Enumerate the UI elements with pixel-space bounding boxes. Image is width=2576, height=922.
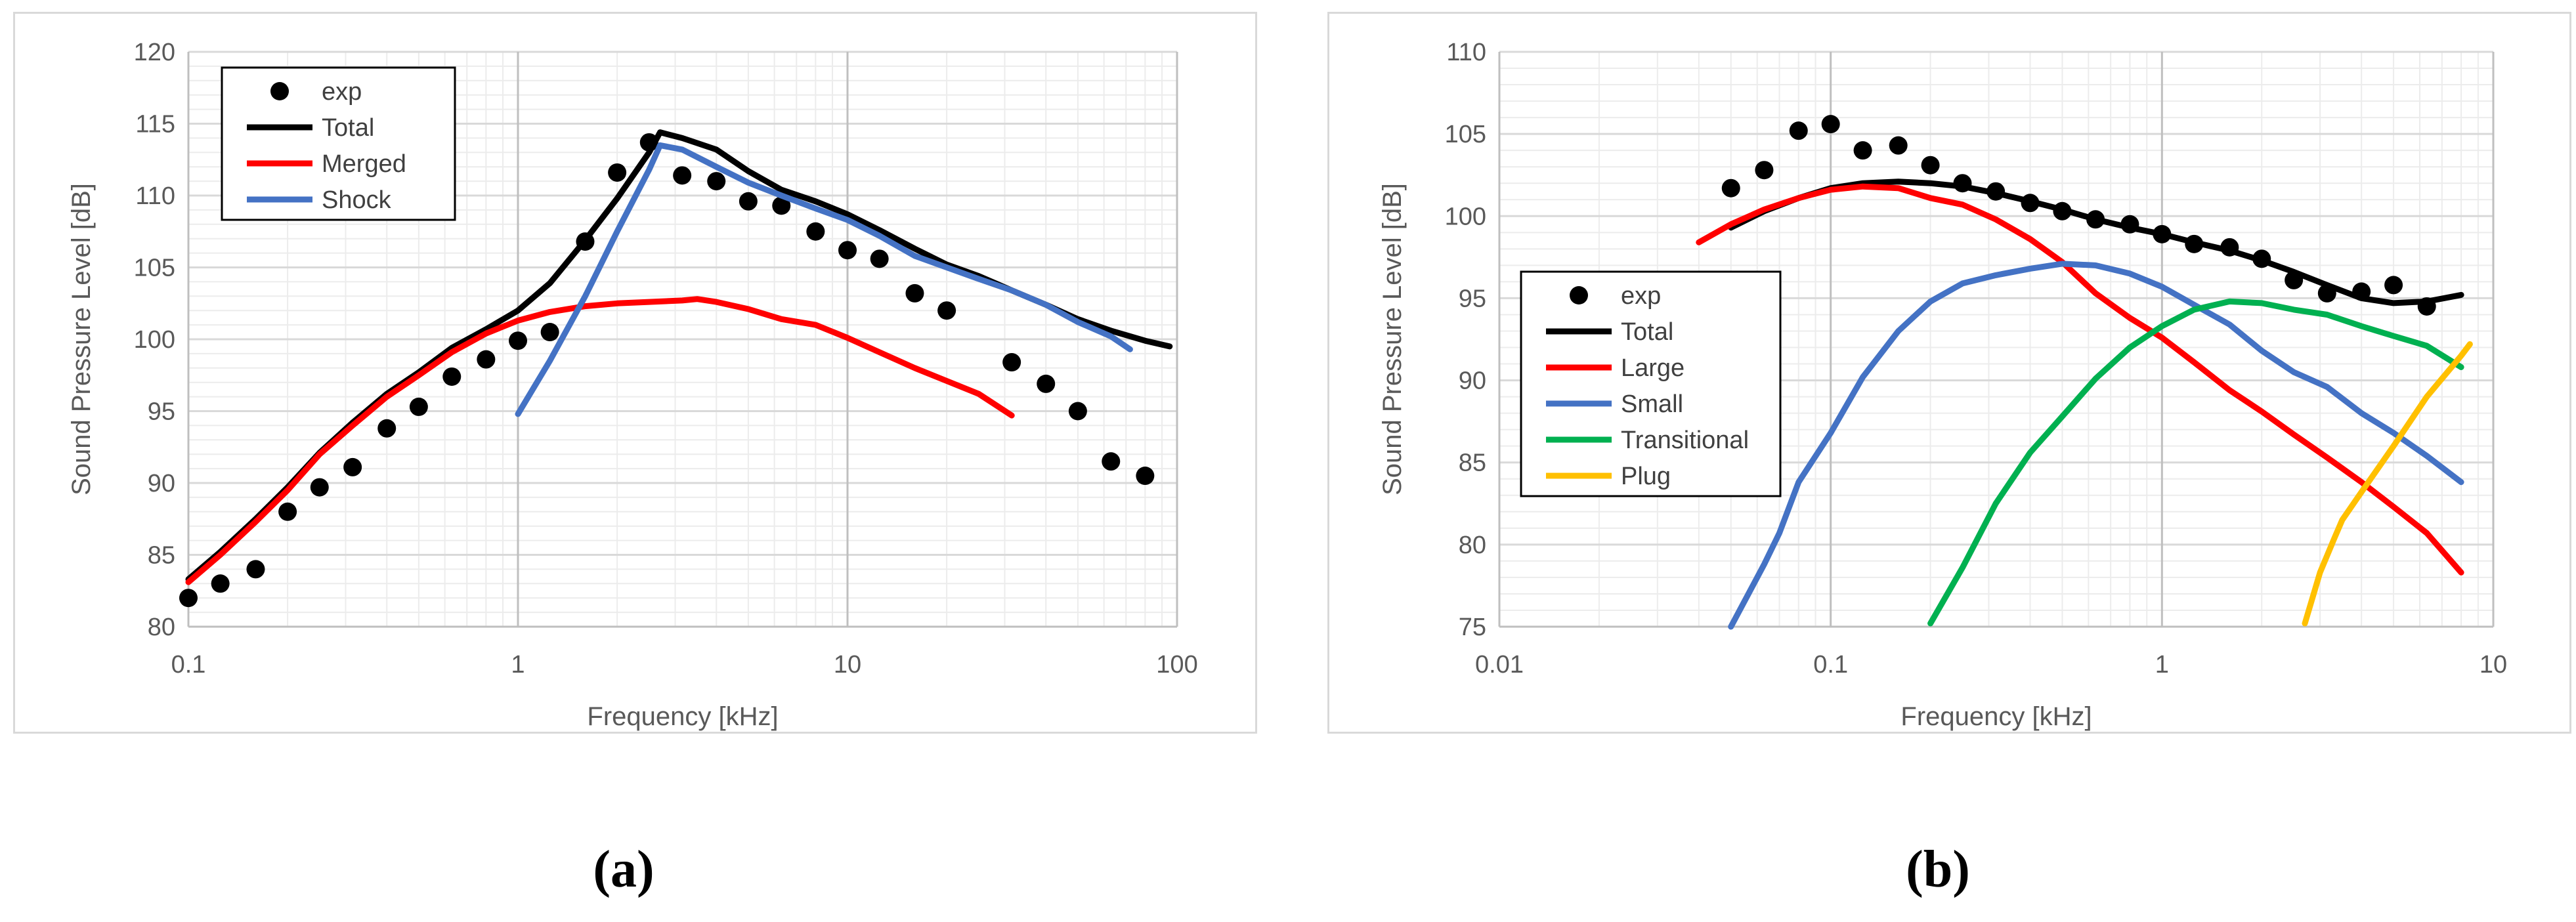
legend-label-total: Total — [322, 114, 374, 142]
data-point-exp — [1821, 115, 1840, 134]
y-tick-label: 95 — [148, 398, 175, 426]
data-point-exp — [870, 249, 889, 268]
caption-a: (a) — [593, 841, 655, 898]
legend-label-plug: Plug — [1621, 463, 1671, 490]
data-point-exp — [905, 283, 924, 303]
x-tick-label: 1 — [2155, 651, 2169, 679]
y-tick-label: 110 — [135, 182, 175, 210]
x-tick-label: 1 — [511, 651, 525, 679]
data-point-exp — [1721, 178, 1740, 198]
data-point-exp — [1068, 402, 1087, 421]
y-tick-label: 95 — [1459, 285, 1486, 312]
legend-swatch-exp — [1570, 286, 1588, 304]
data-point-exp — [1102, 452, 1121, 471]
x-tick-label: 0.01 — [1475, 651, 1524, 679]
data-point-exp — [707, 172, 726, 191]
data-point-exp — [838, 241, 857, 260]
data-point-exp — [409, 397, 428, 416]
y-tick-label: 80 — [148, 614, 175, 641]
data-point-exp — [772, 196, 791, 215]
legend-label-merged: Merged — [322, 150, 406, 178]
x-tick-label: 10 — [834, 651, 861, 679]
series-line-large — [1696, 183, 2464, 576]
y-tick-label: 85 — [148, 542, 175, 570]
data-point-exp — [278, 502, 297, 521]
data-point-exp — [179, 589, 198, 608]
y-tick-label: 100 — [134, 326, 175, 354]
y-axis-title: Sound Pressure Level [dB] — [67, 183, 96, 495]
series-points-exp — [179, 133, 1155, 608]
y-axis-title: Sound Pressure Level [dB] — [1378, 183, 1407, 495]
y-tick-label: 105 — [134, 255, 175, 282]
legend-label-exp: exp — [1621, 282, 1661, 310]
y-tick-label: 85 — [1459, 450, 1486, 477]
data-point-exp — [442, 367, 462, 386]
y-tick-label: 90 — [148, 470, 175, 497]
x-tick-label: 100 — [1156, 651, 1197, 679]
legend-label-total: Total — [1621, 318, 1673, 346]
data-point-exp — [1037, 374, 1056, 393]
data-point-exp — [1136, 467, 1155, 486]
data-point-exp — [1921, 156, 1940, 175]
data-point-exp — [739, 192, 758, 211]
series-line-transitional — [1927, 298, 2464, 627]
chart-panel-a: 80 85 90 95 100 105 110 115 120 0.1 1 10 100 Frequenc… — [13, 12, 1257, 734]
y-tick-label: 110 — [1446, 39, 1486, 66]
legend-label-transitional: Transitional — [1621, 427, 1749, 454]
data-point-exp — [540, 323, 559, 342]
y-tick-label: 115 — [135, 111, 175, 138]
legend: exp Total Merged Shock — [221, 66, 456, 221]
data-point-exp — [1789, 121, 1808, 140]
data-point-exp — [477, 350, 496, 369]
y-tick-label: 100 — [1445, 203, 1486, 230]
legend-label-small: Small — [1621, 390, 1683, 418]
data-point-exp — [1889, 136, 1908, 155]
data-point-exp — [2384, 276, 2403, 295]
data-point-exp — [806, 222, 825, 241]
y-tick-label: 105 — [1445, 121, 1486, 148]
legend-swatch-exp — [270, 82, 289, 100]
x-tick-label: 0.1 — [1813, 651, 1848, 679]
data-point-exp — [1002, 353, 1021, 372]
data-point-exp — [343, 457, 362, 476]
y-tick-label: 90 — [1459, 367, 1486, 395]
data-point-exp — [246, 560, 265, 579]
caption-b: (b) — [1906, 841, 1970, 898]
legend-box — [1520, 270, 1782, 497]
y-tick-label: 80 — [1459, 532, 1486, 559]
legend-label-exp: exp — [322, 78, 362, 106]
data-point-exp — [509, 331, 527, 350]
chart-panel-b: 75 80 85 90 95 100 105 110 0.01 0.1 1 10 Frequency [… — [1327, 12, 2571, 734]
x-tick-label: 10 — [2479, 651, 2507, 679]
data-point-exp — [608, 163, 627, 182]
x-axis-title: Frequency [kHz] — [587, 702, 778, 731]
legend-box — [221, 66, 456, 221]
series-line-plug — [2302, 341, 2473, 627]
series-line-small — [1728, 261, 2464, 630]
data-point-exp — [937, 301, 956, 320]
data-point-exp — [673, 166, 692, 185]
series-line-shock — [515, 142, 1133, 417]
series-line-merged — [185, 296, 1015, 585]
y-tick-label: 120 — [134, 39, 175, 66]
legend: exp Total Large Small Transitional Plug — [1520, 270, 1782, 497]
data-point-exp — [211, 574, 230, 593]
data-point-exp — [1755, 161, 1774, 180]
y-tick-label: 75 — [1459, 614, 1486, 641]
data-point-exp — [1853, 141, 1872, 160]
x-tick-label: 0.1 — [171, 651, 206, 679]
data-point-exp — [377, 419, 397, 438]
data-point-exp — [310, 478, 329, 497]
x-axis-title: Frequency [kHz] — [1900, 702, 2092, 731]
legend-label-shock: Shock — [322, 186, 392, 214]
legend-label-large: Large — [1621, 354, 1685, 382]
